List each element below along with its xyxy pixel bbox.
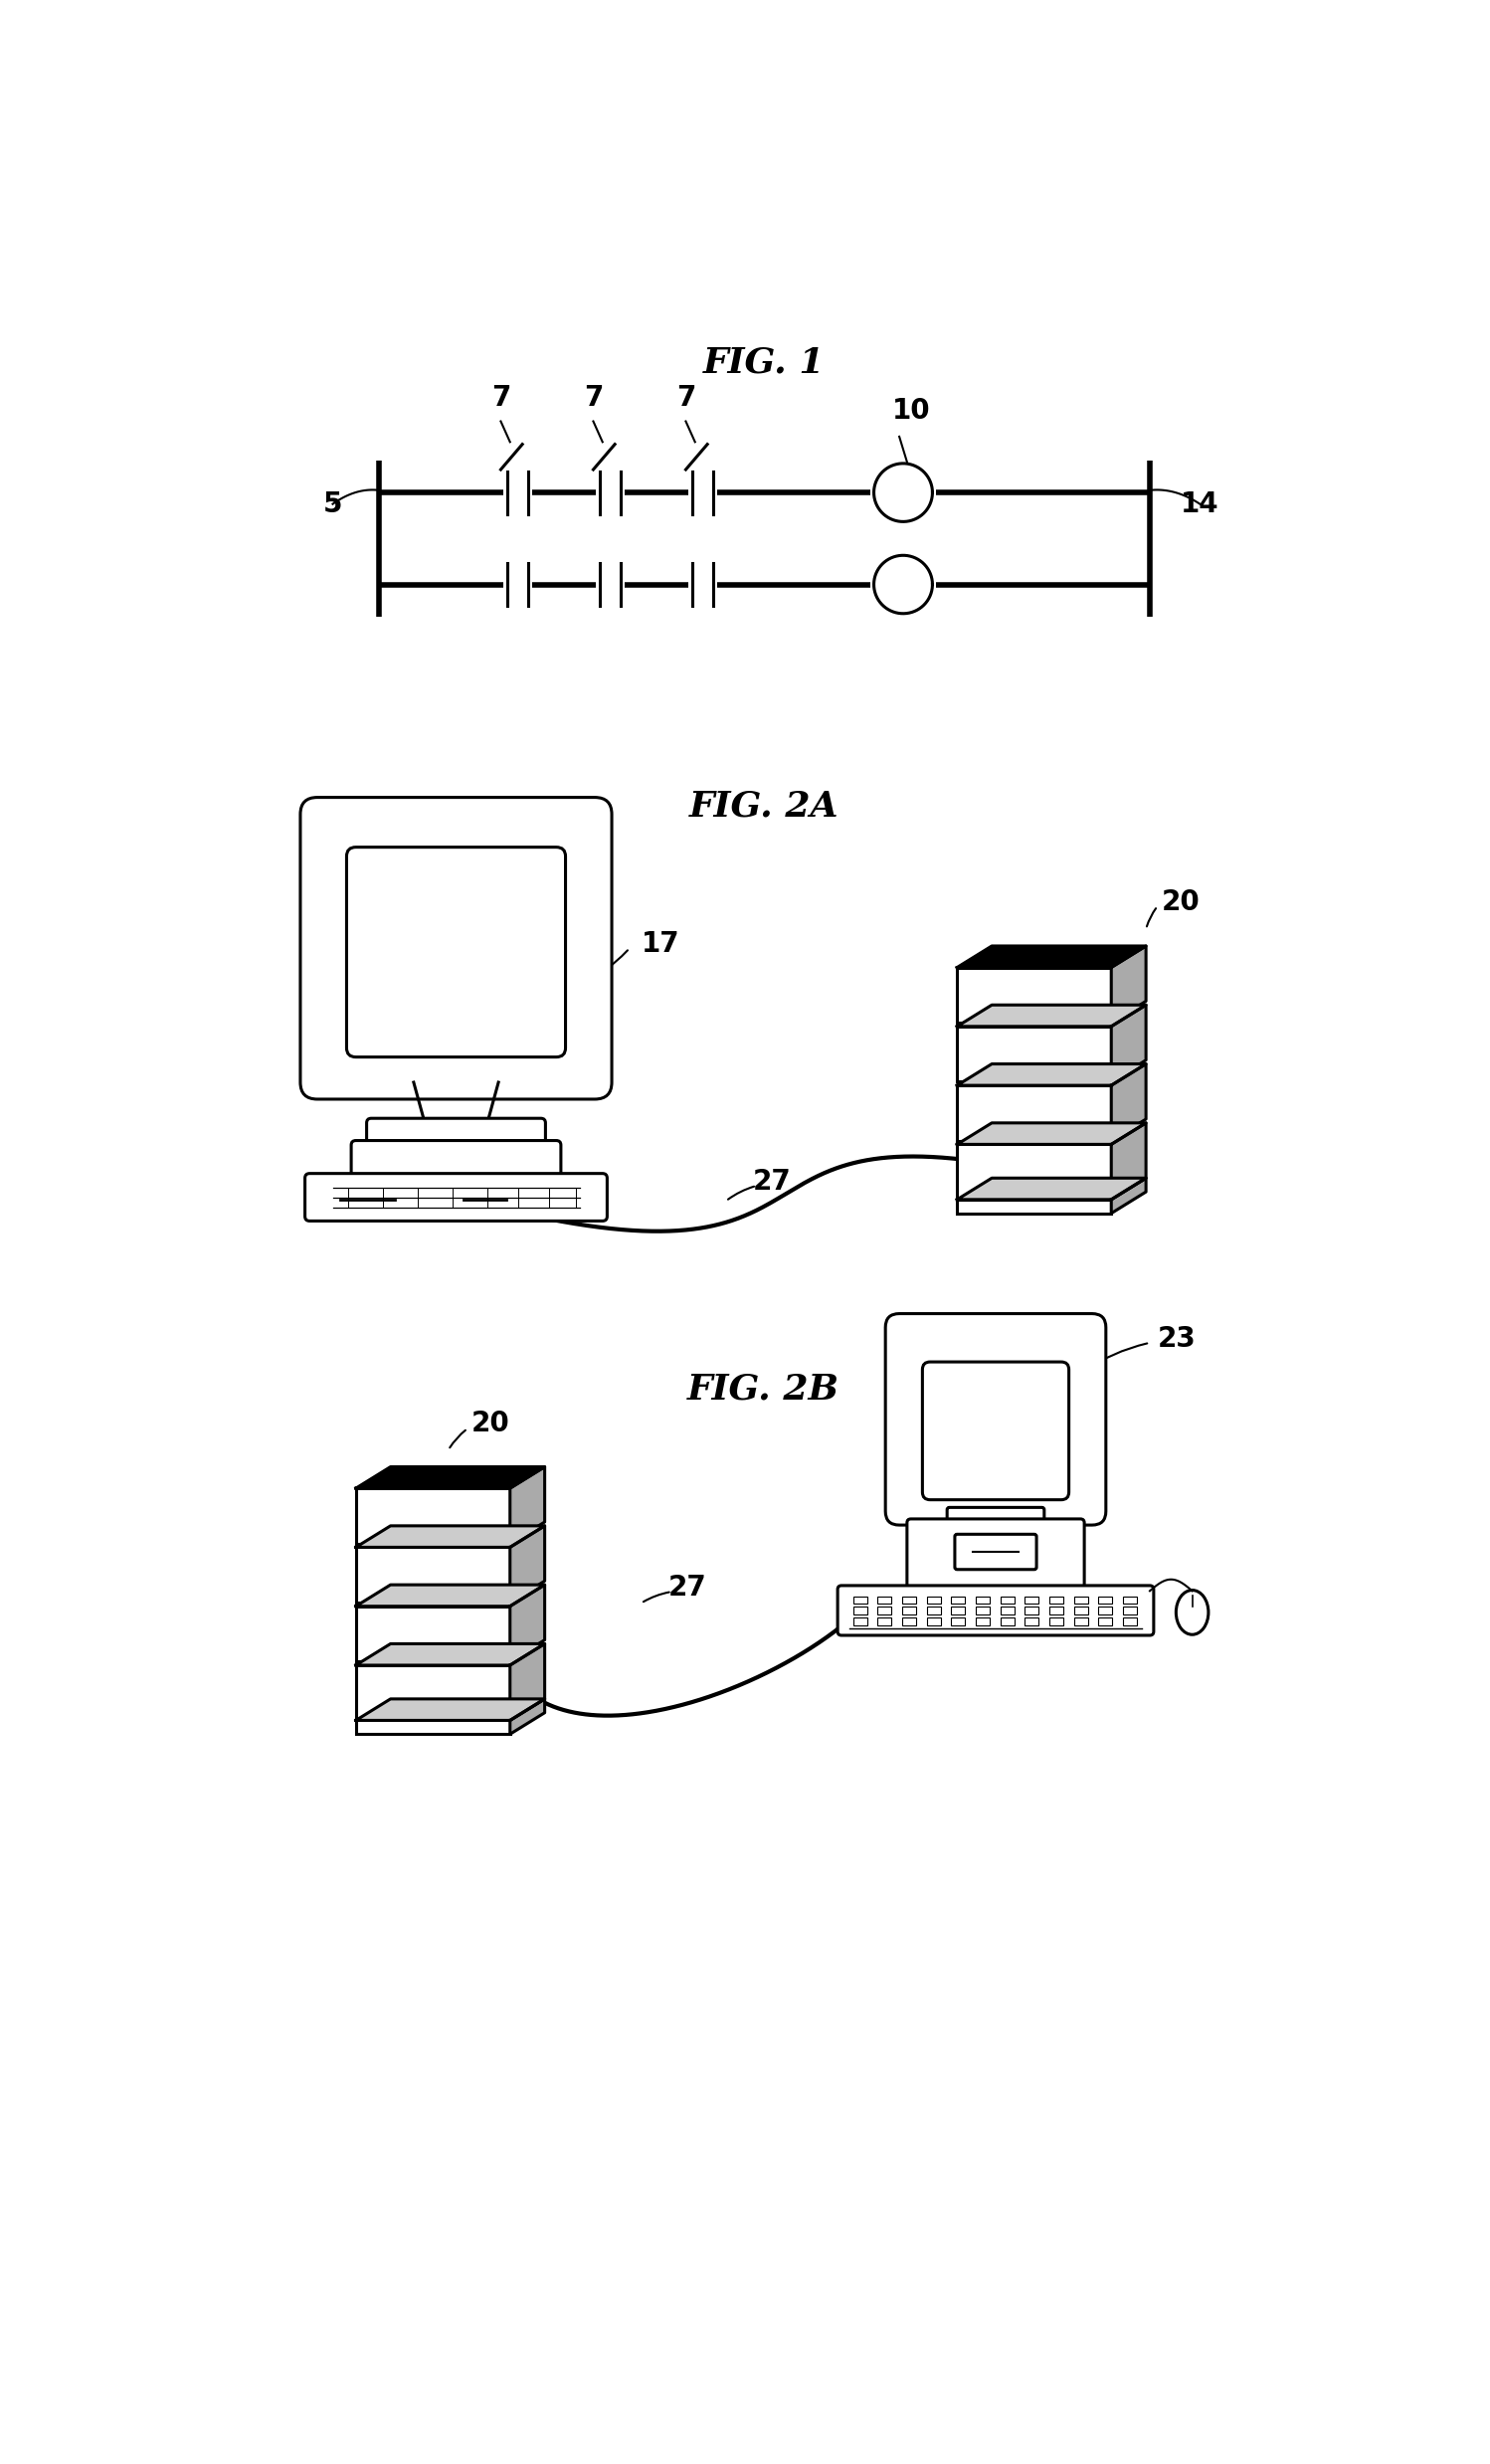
Bar (951, 1619, 966, 1626)
FancyBboxPatch shape (367, 1119, 545, 1153)
Bar (356, 1720, 510, 1735)
Text: FIG. 2B: FIG. 2B (687, 1372, 840, 1404)
Bar (976, 1607, 989, 1614)
Polygon shape (957, 1124, 1146, 1143)
Bar (1025, 1607, 1039, 1614)
Bar (1049, 1607, 1064, 1614)
Bar (356, 1607, 510, 1661)
FancyBboxPatch shape (837, 1584, 1153, 1636)
Text: 20: 20 (1161, 890, 1199, 917)
FancyBboxPatch shape (907, 1518, 1085, 1587)
Polygon shape (957, 1064, 1146, 1084)
Polygon shape (510, 1584, 545, 1661)
Bar (927, 1597, 940, 1604)
Text: FIG. 2A: FIG. 2A (688, 788, 839, 823)
Polygon shape (1112, 1178, 1146, 1212)
Bar (957, 1200, 1112, 1212)
FancyBboxPatch shape (347, 848, 566, 1057)
FancyBboxPatch shape (305, 1173, 606, 1222)
Ellipse shape (1176, 1589, 1208, 1634)
Bar (1098, 1597, 1112, 1604)
Bar (957, 1027, 1112, 1082)
Polygon shape (873, 554, 933, 614)
Bar (356, 1547, 510, 1602)
Bar (957, 1143, 1112, 1200)
Bar (1123, 1597, 1137, 1604)
Polygon shape (510, 1698, 545, 1735)
Text: 27: 27 (752, 1168, 791, 1195)
Text: 10: 10 (891, 397, 930, 426)
Bar (878, 1607, 891, 1614)
Bar (356, 1488, 510, 1542)
Bar (1074, 1597, 1088, 1604)
Bar (1025, 1597, 1039, 1604)
FancyBboxPatch shape (948, 1508, 1044, 1528)
Polygon shape (957, 1178, 1146, 1200)
Polygon shape (356, 1584, 545, 1607)
Bar (927, 1619, 940, 1626)
Bar (1049, 1597, 1064, 1604)
Text: 23: 23 (1158, 1326, 1196, 1353)
Polygon shape (356, 1698, 545, 1720)
Text: 20: 20 (471, 1409, 510, 1437)
Bar (1123, 1607, 1137, 1614)
Text: 27: 27 (668, 1574, 706, 1602)
Text: FIG. 1: FIG. 1 (703, 345, 824, 379)
Polygon shape (957, 1005, 1146, 1027)
Bar (1074, 1607, 1088, 1614)
Bar (901, 1607, 916, 1614)
Bar (951, 1607, 966, 1614)
Bar (1098, 1619, 1112, 1626)
Text: 14: 14 (1180, 490, 1219, 517)
Bar (878, 1597, 891, 1604)
Bar (1049, 1619, 1064, 1626)
Bar (957, 968, 1112, 1023)
Bar (1000, 1619, 1015, 1626)
Bar (957, 1084, 1112, 1141)
Bar (854, 1597, 867, 1604)
FancyBboxPatch shape (922, 1363, 1068, 1501)
Polygon shape (356, 1643, 545, 1666)
Bar (1098, 1607, 1112, 1614)
Text: 7: 7 (676, 384, 696, 411)
Text: 17: 17 (641, 931, 679, 958)
Polygon shape (1112, 1064, 1146, 1141)
Bar (1000, 1597, 1015, 1604)
FancyBboxPatch shape (885, 1313, 1106, 1525)
FancyBboxPatch shape (955, 1535, 1037, 1570)
Bar (1123, 1619, 1137, 1626)
Text: 7: 7 (584, 384, 603, 411)
Bar (976, 1597, 989, 1604)
Polygon shape (1112, 1005, 1146, 1082)
Bar (854, 1619, 867, 1626)
Bar (854, 1607, 867, 1614)
Bar (901, 1619, 916, 1626)
Polygon shape (510, 1466, 545, 1542)
Bar (1074, 1619, 1088, 1626)
Polygon shape (1112, 1124, 1146, 1200)
FancyBboxPatch shape (301, 798, 612, 1099)
Polygon shape (510, 1643, 545, 1720)
Bar (356, 1666, 510, 1720)
Text: 5: 5 (323, 490, 343, 517)
Polygon shape (356, 1525, 545, 1547)
Bar (951, 1597, 966, 1604)
FancyBboxPatch shape (352, 1141, 560, 1180)
Bar (976, 1619, 989, 1626)
Polygon shape (957, 946, 1146, 968)
Text: 7: 7 (492, 384, 511, 411)
Polygon shape (1112, 946, 1146, 1023)
Polygon shape (356, 1466, 545, 1488)
Bar (1025, 1619, 1039, 1626)
Polygon shape (873, 463, 933, 522)
Bar (901, 1597, 916, 1604)
Bar (1000, 1607, 1015, 1614)
Bar (927, 1607, 940, 1614)
Bar (878, 1619, 891, 1626)
Polygon shape (510, 1525, 545, 1602)
